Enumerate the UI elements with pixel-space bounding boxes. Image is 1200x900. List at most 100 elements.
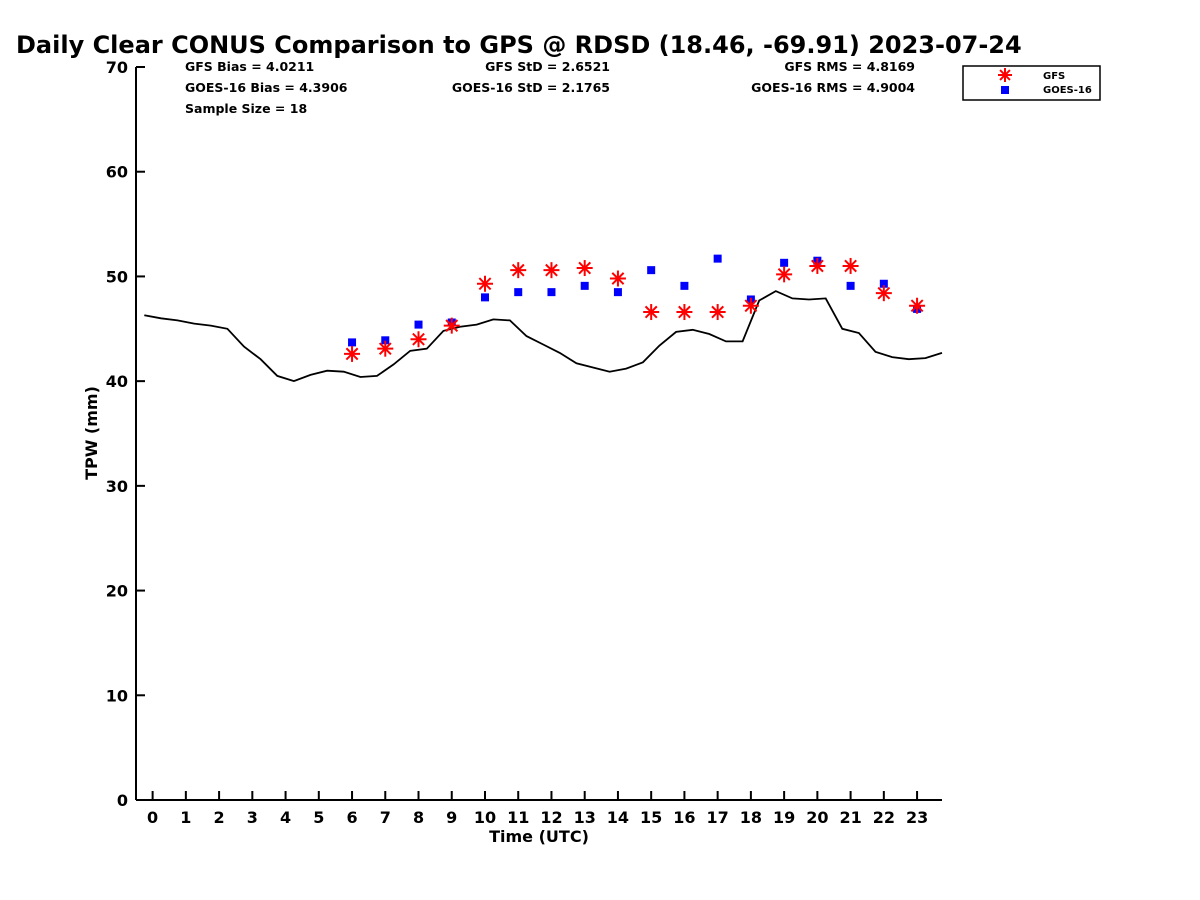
- x-tick-label: 19: [773, 808, 795, 827]
- gfs-point: [476, 275, 493, 292]
- asterisk-stroke: [378, 342, 392, 356]
- x-tick-label: 12: [540, 808, 562, 827]
- asterisk-stroke: [999, 69, 1011, 81]
- asterisk-stroke: [744, 299, 758, 313]
- gfs-point: [443, 317, 460, 334]
- x-tick-label: 23: [906, 808, 928, 827]
- goes16-point: [846, 281, 855, 290]
- x-tick-label: 16: [673, 808, 695, 827]
- x-tick-label: 1: [180, 808, 191, 827]
- x-tick-label: 3: [247, 808, 258, 827]
- gfs-point: [609, 270, 626, 287]
- y-tick-label: 30: [106, 477, 128, 496]
- asterisk-stroke: [545, 263, 558, 277]
- chart-title: Daily Clear CONUS Comparison to GPS @ RD…: [16, 31, 1022, 59]
- series-goes16-group: [348, 254, 922, 347]
- goes16-point: [414, 320, 423, 329]
- gfs-point: [842, 257, 859, 274]
- gfs-point: [643, 304, 660, 321]
- gfs-point: [576, 260, 593, 277]
- stats-group: GFS Bias = 4.0211 GOES-16 Bias = 4.3906 …: [185, 59, 915, 116]
- y-tick-label: 70: [106, 58, 128, 77]
- x-tick-label: 6: [346, 808, 357, 827]
- goes16-point: [480, 293, 489, 302]
- gfs-point: [875, 285, 892, 302]
- legend: GFS GOES-16: [962, 65, 1101, 101]
- y-tick-label: 10: [106, 686, 128, 705]
- gfs-point: [676, 304, 693, 321]
- asterisk-stroke: [711, 305, 725, 319]
- stat-goes-bias: GOES-16 Bias = 4.3906: [185, 80, 348, 95]
- x-tick-label: 4: [280, 808, 291, 827]
- goes16-point: [780, 258, 789, 267]
- gfs-point: [809, 257, 826, 274]
- stat-gfs-bias: GFS Bias = 4.0211: [185, 59, 314, 74]
- asterisk-stroke: [910, 299, 924, 313]
- goes16-point: [514, 288, 523, 297]
- asterisk-stroke: [644, 305, 658, 319]
- asterisk-stroke: [478, 277, 492, 291]
- x-tick-label: 0: [147, 808, 158, 827]
- y-axis-label: TPW (mm): [82, 386, 101, 480]
- asterisk-stroke: [777, 267, 791, 281]
- stat-gfs-std: GFS StD = 2.6521: [485, 59, 610, 74]
- asterisk-stroke: [445, 319, 459, 333]
- gfs-point: [410, 331, 427, 348]
- stat-goes-std: GOES-16 StD = 2.1765: [452, 80, 610, 95]
- y-tick-label: 60: [106, 163, 128, 182]
- x-axis-label: Time (UTC): [489, 827, 589, 846]
- stat-gfs-rms: GFS RMS = 4.8169: [784, 59, 915, 74]
- x-tick-label: 20: [806, 808, 828, 827]
- stat-goes-rms: GOES-16 RMS = 4.9004: [751, 80, 915, 95]
- goes16-point: [680, 281, 689, 290]
- x-tick-label: 11: [507, 808, 529, 827]
- x-tick-label: 13: [574, 808, 596, 827]
- stat-sample-size: Sample Size = 18: [185, 101, 307, 116]
- asterisk-stroke: [578, 261, 592, 275]
- goes16-point: [348, 338, 357, 347]
- gfs-point: [510, 262, 527, 279]
- legend-goes16-marker: [1001, 86, 1009, 94]
- y-tick-label: 0: [117, 791, 128, 810]
- goes16-point: [547, 288, 556, 297]
- gfs-point: [709, 304, 726, 321]
- asterisk-stroke: [345, 347, 359, 361]
- x-tick-label: 14: [607, 808, 629, 827]
- x-tick-label: 7: [380, 808, 391, 827]
- x-tick-label: 22: [873, 808, 895, 827]
- x-tick-label: 5: [313, 808, 324, 827]
- y-tick-label: 40: [106, 372, 128, 391]
- gfs-point: [377, 340, 394, 357]
- asterisk-stroke: [877, 286, 891, 300]
- legend-goes16-label: GOES-16: [1043, 85, 1092, 96]
- x-tick-label: 2: [214, 808, 225, 827]
- goes16-point: [613, 288, 622, 297]
- y-tick-label: 20: [106, 582, 128, 601]
- gfs-point: [543, 262, 560, 279]
- x-tick-label: 17: [707, 808, 729, 827]
- series-gfs-group: [344, 257, 926, 362]
- gfs-point: [909, 297, 926, 314]
- legend-gfs-marker: [998, 68, 1012, 82]
- asterisk-stroke: [678, 305, 691, 319]
- asterisk-stroke: [844, 259, 857, 273]
- goes16-point: [879, 279, 888, 288]
- gfs-point: [344, 345, 361, 362]
- gfs-point: [776, 266, 793, 283]
- x-tick-label: 21: [839, 808, 861, 827]
- goes16-point: [647, 266, 656, 275]
- x-tick-label: 18: [740, 808, 762, 827]
- legend-gfs-asterisk: [998, 68, 1012, 82]
- gfs-point: [742, 297, 759, 314]
- legend-gfs-label: GFS: [1043, 71, 1065, 82]
- goes16-point: [713, 254, 722, 263]
- goes16-point: [580, 281, 589, 290]
- x-tick-label: 9: [446, 808, 457, 827]
- asterisk-stroke: [611, 272, 625, 285]
- x-tick-label: 10: [474, 808, 496, 827]
- asterisk-stroke: [810, 259, 824, 273]
- asterisk-stroke: [412, 332, 425, 346]
- legend-box: [962, 65, 1101, 101]
